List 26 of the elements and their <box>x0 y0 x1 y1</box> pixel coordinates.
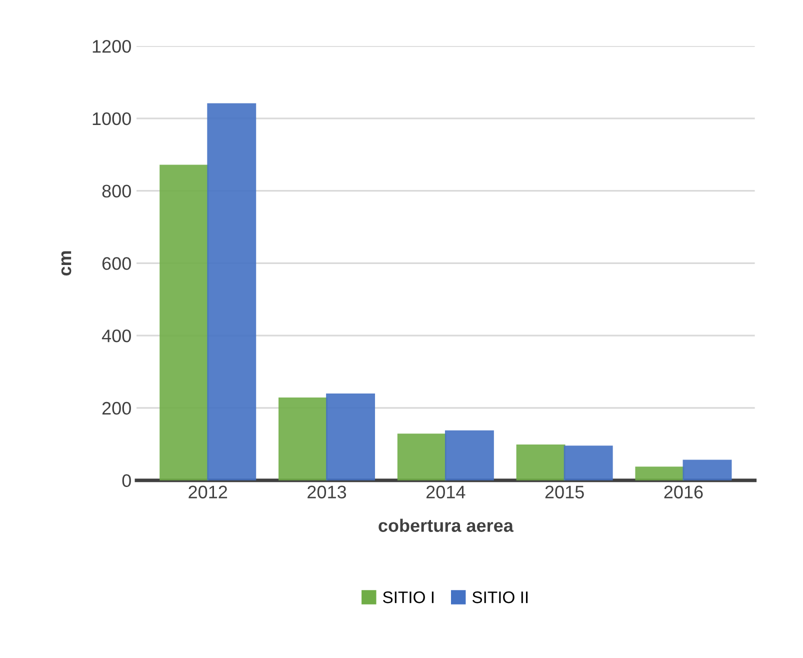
bar <box>444 430 494 480</box>
bar <box>516 444 566 480</box>
y-tick-label: 400 <box>102 330 131 342</box>
y-tick-label: 0 <box>122 474 131 488</box>
y-tick-label: 200 <box>102 402 131 415</box>
y-axis-title: cm <box>61 251 72 276</box>
legend-label: SITIO II <box>472 591 528 604</box>
x-tick-label: 2012 <box>188 486 228 498</box>
y-tick-label: 1200 <box>92 40 131 53</box>
x-axis-title: cobertura aerea <box>378 518 514 532</box>
bar <box>564 446 613 480</box>
legend-label: SITIO I <box>382 591 434 604</box>
bar <box>635 466 684 480</box>
bar <box>278 397 328 480</box>
y-tick-label: 800 <box>102 184 131 198</box>
x-tick-label: 2013 <box>308 486 346 498</box>
bar <box>207 103 256 480</box>
bar <box>326 394 376 480</box>
y-tick-label: 1000 <box>92 112 131 126</box>
bar <box>397 434 446 480</box>
x-tick-label: 2014 <box>426 486 466 498</box>
x-tick-label: 2015 <box>545 486 584 498</box>
bar <box>682 460 732 480</box>
bar <box>160 164 209 480</box>
y-tick-label: 600 <box>102 257 131 270</box>
x-tick-label: 2016 <box>664 486 703 498</box>
